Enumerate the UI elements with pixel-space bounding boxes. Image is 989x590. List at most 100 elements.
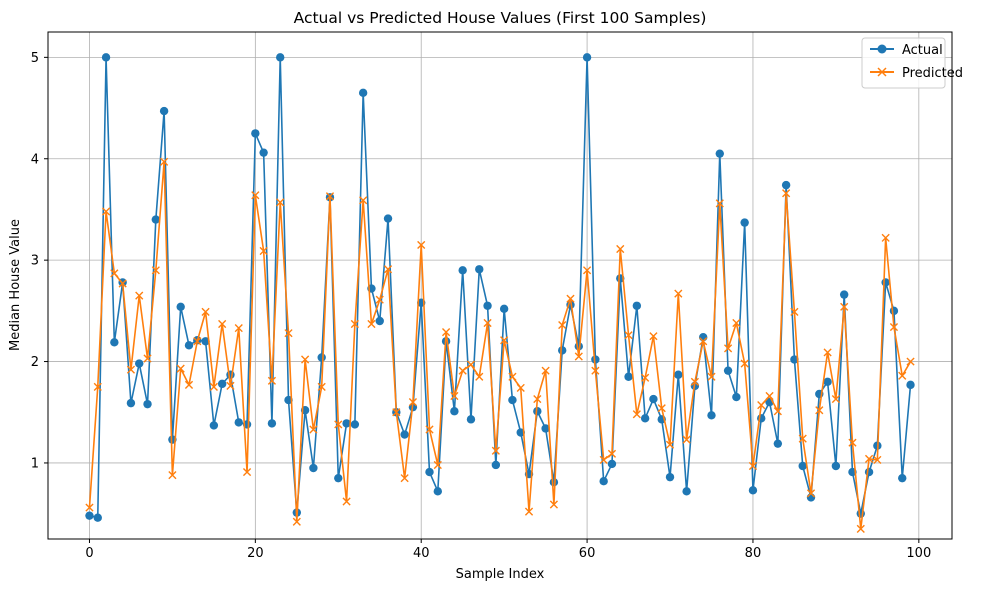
data-point-predicted — [765, 391, 774, 401]
data-point-predicted — [101, 207, 111, 216]
data-point-predicted — [632, 410, 641, 419]
data-point-predicted — [881, 233, 890, 242]
data-point-predicted — [732, 318, 741, 328]
data-point-actual — [674, 370, 683, 379]
data-point-predicted — [441, 328, 451, 337]
data-point-predicted — [798, 434, 807, 443]
y-tick-label: 5 — [31, 51, 39, 66]
data-point-predicted — [284, 329, 293, 338]
data-point-actual — [665, 472, 675, 482]
data-point-predicted — [690, 377, 699, 386]
data-point-actual — [93, 513, 102, 522]
legend-actual-label: Actual — [902, 43, 943, 58]
y-axis-label: Median House Value — [8, 219, 23, 351]
data-point-actual — [591, 355, 600, 364]
data-point-predicted — [151, 266, 160, 275]
data-point-predicted — [558, 320, 567, 330]
data-point-actual — [234, 418, 243, 427]
data-point-actual — [135, 359, 144, 368]
data-point-predicted — [193, 337, 202, 346]
data-point-predicted — [541, 366, 550, 375]
data-point-predicted — [176, 364, 185, 373]
data-point-predicted — [582, 266, 592, 275]
data-point-predicted — [616, 244, 625, 254]
data-point-predicted — [641, 373, 650, 382]
data-point-predicted — [417, 240, 426, 250]
data-point-actual — [582, 53, 592, 62]
x-tick-label: 60 — [579, 546, 596, 561]
data-point-actual — [400, 430, 409, 439]
data-point-predicted — [723, 344, 733, 353]
data-point-actual — [549, 478, 559, 487]
data-point-predicted — [450, 391, 459, 401]
data-point-actual — [790, 355, 799, 364]
data-point-actual — [649, 394, 658, 404]
data-point-actual — [839, 290, 849, 299]
data-point-predicted — [325, 192, 335, 201]
data-point-actual — [607, 459, 617, 469]
data-point-actual — [226, 370, 235, 379]
data-point-actual — [176, 302, 185, 311]
data-point-predicted — [408, 398, 418, 407]
data-point-predicted — [599, 455, 608, 465]
data-point-actual — [110, 338, 119, 347]
data-point-actual — [201, 337, 210, 346]
data-point-predicted — [790, 307, 799, 316]
data-point-actual — [864, 467, 874, 477]
data-point-predicted — [392, 408, 401, 417]
data-point-actual — [483, 301, 492, 310]
data-point-actual — [450, 407, 459, 416]
data-point-predicted — [334, 420, 343, 429]
data-point-actual — [533, 407, 542, 416]
data-point-predicted — [815, 406, 824, 415]
data-point-predicted — [143, 354, 152, 363]
data-point-actual — [491, 460, 501, 470]
data-point-predicted — [85, 503, 94, 512]
data-point-predicted — [748, 461, 758, 471]
data-point-predicted — [168, 471, 177, 480]
data-point-predicted — [607, 449, 617, 458]
data-point-actual — [358, 88, 368, 98]
x-tick-label: 40 — [413, 546, 430, 561]
data-point-predicted — [508, 372, 517, 381]
x-axis-label: Sample Index — [456, 567, 545, 582]
data-point-actual — [259, 148, 268, 157]
data-point-actual — [806, 493, 816, 502]
data-point-actual — [558, 346, 567, 355]
data-point-actual — [458, 266, 467, 275]
data-point-actual — [798, 461, 807, 471]
data-point-predicted — [591, 366, 600, 375]
data-point-predicted — [864, 454, 874, 463]
data-point-predicted — [806, 489, 816, 498]
data-point-actual — [350, 420, 360, 429]
legend-actual-marker — [877, 44, 887, 54]
data-point-actual — [508, 395, 517, 405]
legend-predicted-marker — [877, 67, 887, 77]
data-point-actual — [334, 473, 343, 483]
data-point-predicted — [276, 198, 285, 207]
data-point-predicted — [118, 279, 127, 288]
data-point-predicted — [126, 365, 136, 374]
data-point-predicted — [840, 302, 849, 311]
data-point-actual — [698, 333, 708, 342]
data-point-actual — [823, 377, 832, 387]
data-point-predicted — [135, 291, 144, 300]
data-point-predicted — [400, 474, 409, 483]
data-point-predicted — [367, 319, 376, 329]
y-tick-label: 3 — [31, 254, 39, 269]
data-point-predicted — [500, 336, 509, 345]
data-point-actual — [126, 398, 136, 408]
data-point-actual — [251, 129, 260, 138]
y-tick-label: 1 — [31, 456, 39, 471]
data-point-actual — [151, 215, 161, 224]
data-point-actual — [881, 278, 890, 287]
data-point-predicted — [773, 407, 782, 416]
data-point-predicted — [383, 265, 393, 274]
data-point-predicted — [831, 394, 840, 404]
data-point-predicted — [757, 401, 766, 410]
data-point-actual — [632, 301, 642, 310]
data-point-predicted — [624, 331, 633, 340]
